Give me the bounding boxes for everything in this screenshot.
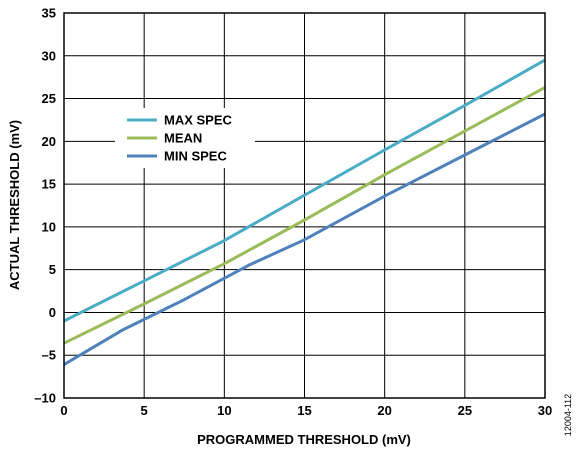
legend-label: MEAN — [164, 131, 202, 146]
x-tick-labels: 0 5 10 15 20 25 30 — [60, 403, 552, 418]
legend-label: MIN SPEC — [164, 149, 227, 164]
x-tick-label: 5 — [141, 403, 148, 418]
x-tick-label: 15 — [297, 403, 311, 418]
y-tick-label: 35 — [42, 6, 56, 21]
x-tick-label: 10 — [217, 403, 231, 418]
y-tick-label: –5 — [42, 348, 56, 363]
series-line-max-spec — [63, 58, 546, 323]
legend-label: MAX SPEC — [164, 113, 233, 128]
y-tick-label: 25 — [42, 91, 56, 106]
legend: MAX SPEC MEAN MIN SPEC — [115, 108, 255, 168]
x-tick-label: 25 — [458, 403, 472, 418]
series-line-mean — [63, 86, 546, 345]
x-axis-label: PROGRAMMED THRESHOLD (mV) — [197, 432, 411, 447]
grid — [64, 13, 545, 398]
y-tick-label: 15 — [42, 177, 56, 192]
figure-id: 12004-112 — [563, 394, 573, 436]
plot-frame — [63, 12, 546, 399]
series-line-min-spec — [63, 112, 546, 366]
series-group — [63, 58, 546, 366]
y-tick-label: 0 — [49, 305, 56, 320]
y-tick-labels: –10 –5 0 5 10 15 20 25 30 35 — [34, 6, 56, 406]
y-tick-label: 30 — [42, 48, 56, 63]
x-tick-label: 0 — [60, 403, 67, 418]
x-tick-label: 20 — [377, 403, 391, 418]
y-axis-label: ACTUAL THRESHOLD (mV) — [7, 120, 22, 290]
y-tick-label: 5 — [49, 262, 56, 277]
y-tick-label: 20 — [42, 134, 56, 149]
y-tick-label: –10 — [34, 391, 56, 406]
x-tick-label: 30 — [538, 403, 552, 418]
y-tick-label: 10 — [42, 219, 56, 234]
